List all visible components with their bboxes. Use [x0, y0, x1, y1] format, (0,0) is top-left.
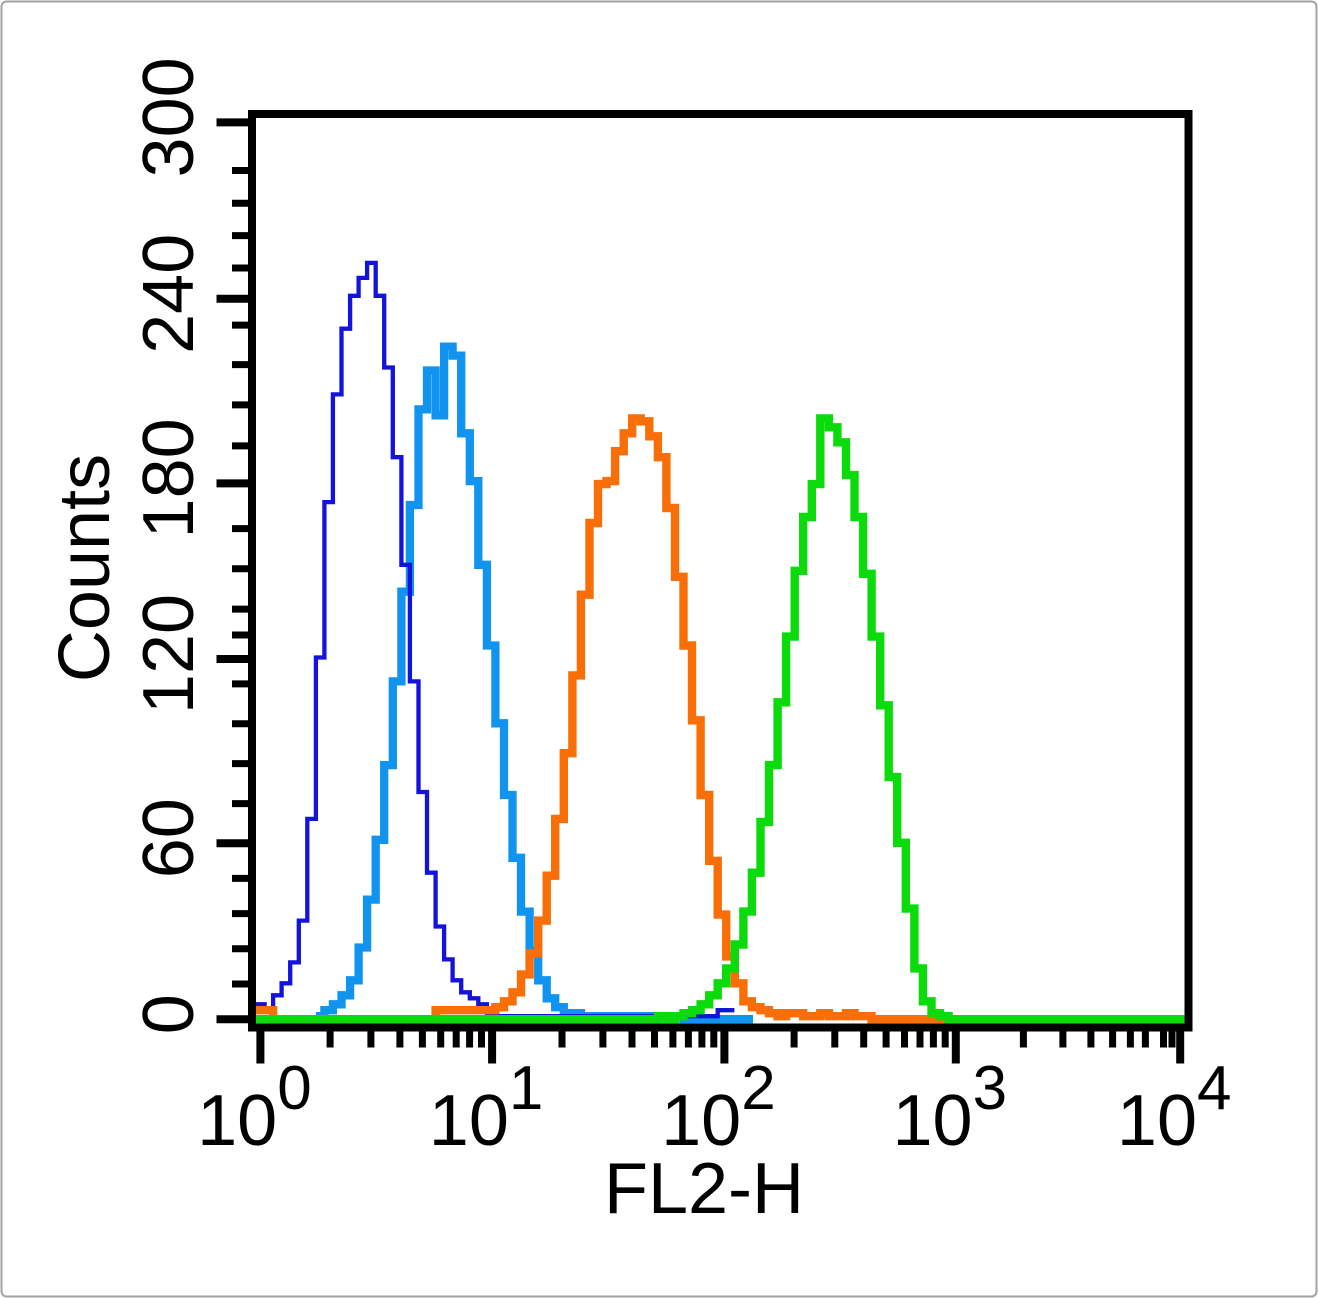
svg-text:FL2-H: FL2-H [604, 1149, 804, 1229]
svg-text:60: 60 [129, 798, 209, 878]
svg-text:240: 240 [129, 234, 209, 354]
svg-text:0: 0 [129, 994, 209, 1034]
svg-text:180: 180 [129, 418, 209, 538]
svg-text:300: 300 [129, 57, 209, 177]
svg-text:Counts: Counts [45, 454, 125, 682]
svg-text:120: 120 [129, 594, 209, 714]
